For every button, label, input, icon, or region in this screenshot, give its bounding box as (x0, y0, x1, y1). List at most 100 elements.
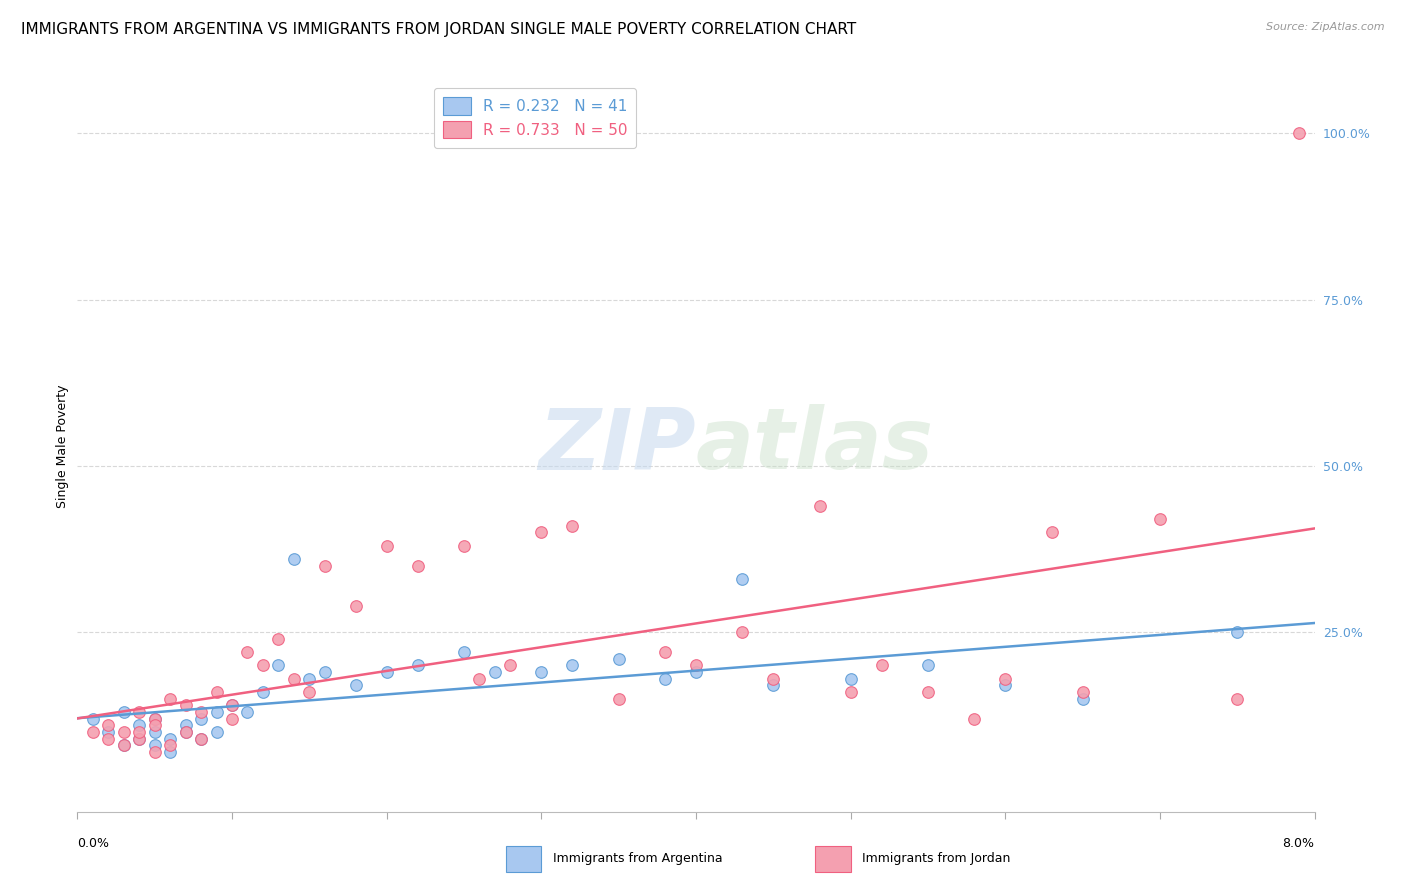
Text: 8.0%: 8.0% (1282, 837, 1315, 850)
Point (283, 552, 305, 566)
Point (174, 718, 197, 732)
Point (159, 745, 181, 759)
Point (97, 731, 120, 746)
Point (1040, 525, 1063, 540)
Y-axis label: Single Male Poverty: Single Male Poverty (56, 384, 69, 508)
Point (499, 658, 522, 673)
Point (252, 685, 274, 699)
Point (112, 705, 135, 719)
Point (1149, 512, 1171, 526)
Point (221, 698, 243, 713)
Point (1071, 685, 1094, 699)
Point (128, 731, 150, 746)
Point (406, 658, 429, 673)
Point (963, 712, 986, 726)
Point (205, 725, 228, 739)
Point (283, 672, 305, 686)
Point (453, 645, 475, 659)
Text: 0.0%: 0.0% (77, 837, 110, 850)
Text: IMMIGRANTS FROM ARGENTINA VS IMMIGRANTS FROM JORDAN SINGLE MALE POVERTY CORRELAT: IMMIGRANTS FROM ARGENTINA VS IMMIGRANTS … (21, 22, 856, 37)
Point (82, 725, 104, 739)
Point (1288, 127, 1310, 141)
Point (205, 705, 228, 719)
Point (654, 645, 676, 659)
Point (97, 718, 120, 732)
Point (112, 738, 135, 752)
Point (917, 658, 939, 673)
Point (143, 712, 166, 726)
Point (314, 558, 336, 573)
Point (1226, 691, 1249, 706)
Point (82, 712, 104, 726)
Point (468, 672, 491, 686)
Point (143, 725, 166, 739)
Point (298, 685, 321, 699)
Point (839, 672, 862, 686)
Point (252, 658, 274, 673)
Point (406, 558, 429, 573)
Point (143, 745, 166, 759)
Point (221, 698, 243, 713)
Point (267, 632, 290, 646)
Point (375, 539, 398, 553)
Point (762, 678, 785, 692)
Point (530, 665, 553, 679)
Point (236, 705, 259, 719)
Text: Immigrants from Jordan: Immigrants from Jordan (862, 853, 1011, 865)
Text: Immigrants from Argentina: Immigrants from Argentina (553, 853, 723, 865)
Point (128, 731, 150, 746)
Point (484, 665, 506, 679)
Point (97, 725, 120, 739)
Point (1226, 625, 1249, 640)
Point (530, 525, 553, 540)
Point (190, 705, 212, 719)
Point (870, 658, 893, 673)
Point (685, 665, 707, 679)
Point (1071, 691, 1094, 706)
Point (128, 725, 150, 739)
Point (221, 712, 243, 726)
Text: Source: ZipAtlas.com: Source: ZipAtlas.com (1267, 22, 1385, 32)
Point (159, 691, 181, 706)
Point (808, 499, 831, 513)
Point (298, 672, 321, 686)
Point (344, 678, 367, 692)
Point (453, 539, 475, 553)
Point (143, 712, 166, 726)
Text: ZIP: ZIP (538, 404, 696, 488)
Point (607, 652, 630, 666)
Point (731, 625, 754, 640)
Point (654, 672, 676, 686)
Point (839, 685, 862, 699)
Legend: R = 0.232   N = 41, R = 0.733   N = 50: R = 0.232 N = 41, R = 0.733 N = 50 (434, 88, 637, 148)
Point (174, 725, 197, 739)
Point (236, 645, 259, 659)
Text: atlas: atlas (696, 404, 934, 488)
Point (205, 685, 228, 699)
Point (731, 572, 754, 586)
Point (344, 599, 367, 613)
Point (994, 678, 1017, 692)
Point (159, 738, 181, 752)
Point (143, 718, 166, 732)
Point (128, 705, 150, 719)
Point (375, 665, 398, 679)
Point (685, 658, 707, 673)
Point (112, 725, 135, 739)
Point (190, 731, 212, 746)
Point (994, 672, 1017, 686)
Point (190, 731, 212, 746)
Point (561, 658, 583, 673)
Point (190, 712, 212, 726)
Point (128, 718, 150, 732)
Point (267, 658, 290, 673)
Point (314, 665, 336, 679)
Point (159, 731, 181, 746)
Point (561, 518, 583, 533)
Point (174, 698, 197, 713)
Point (917, 685, 939, 699)
Point (174, 725, 197, 739)
Point (112, 738, 135, 752)
Point (143, 738, 166, 752)
Point (607, 691, 630, 706)
